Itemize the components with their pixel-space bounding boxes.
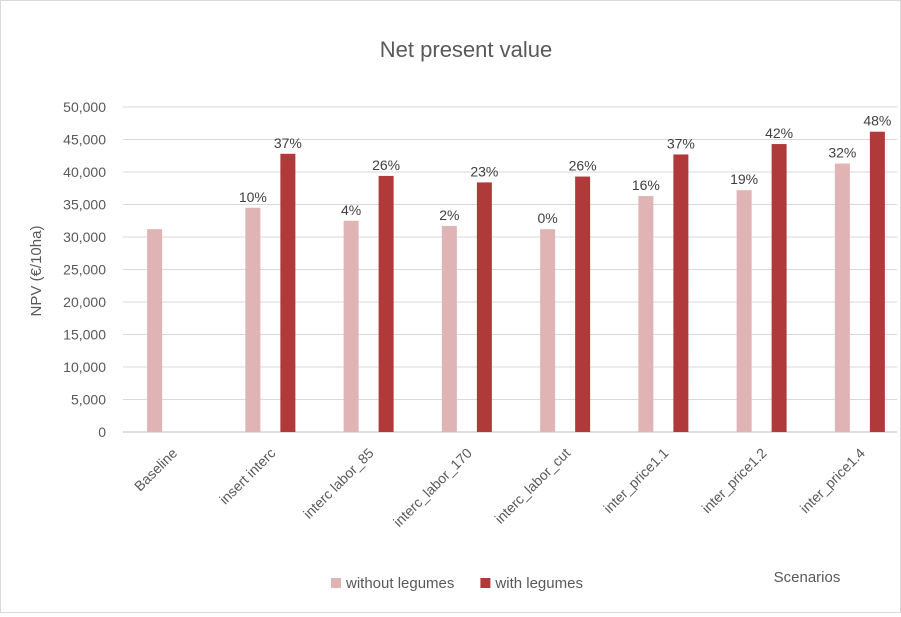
y-axis-label: NPV (€/10ha) — [28, 226, 45, 317]
bar-without-legumes — [441, 225, 457, 432]
x-tick-label: interc labor_85 — [300, 445, 377, 522]
bar-with-legumes — [869, 131, 885, 432]
x-tick-label: interc_labor_170 — [390, 445, 475, 530]
data-label: 10% — [239, 189, 267, 205]
legend: without legumes with legumes — [331, 575, 583, 592]
bar-with-legumes — [575, 176, 591, 432]
data-label: 32% — [828, 145, 856, 161]
bar-without-legumes — [540, 229, 556, 432]
bars — [147, 131, 885, 433]
data-label: 4% — [341, 202, 361, 218]
data-label: 26% — [372, 157, 400, 173]
legend-swatch — [480, 578, 491, 588]
y-tick-label: 10,000 — [63, 359, 106, 375]
data-label: 2% — [439, 207, 459, 223]
x-tick-label: inter_price1.4 — [797, 445, 868, 516]
y-tick-label: 0 — [98, 424, 106, 440]
y-tick-label: 20,000 — [63, 294, 106, 310]
x-axis-label: Scenarios — [774, 569, 841, 586]
x-tick-label: inter_price1.2 — [698, 445, 769, 516]
y-tick-label: 50,000 — [63, 99, 106, 115]
legend-swatch — [331, 578, 341, 588]
data-labels: 10% 37% 4% 26% 2% 23% 0% 26% 16% 37% 19% 42% 32% 48% — [239, 113, 892, 227]
data-label: 19% — [730, 171, 758, 187]
x-tick-label: interc_labor_cut — [491, 445, 573, 527]
y-tick-label: 30,000 — [63, 229, 106, 245]
x-tick-label: insert interc — [216, 445, 278, 507]
data-label: 48% — [863, 113, 891, 129]
data-label: 26% — [569, 158, 597, 174]
bar-with-legumes — [378, 175, 394, 432]
data-label: 37% — [274, 135, 302, 151]
y-tick-label: 25,000 — [63, 262, 106, 278]
data-label: 16% — [632, 177, 660, 193]
y-axis-ticks: 0 5,000 10,000 15,000 20,000 25,000 30,000 35,0… — [63, 99, 106, 440]
x-tick-label: Baseline — [131, 445, 180, 494]
x-tick-label: inter_price1.1 — [600, 445, 671, 516]
x-axis-ticks: Baseline insert interc interc labor_85 inte… — [131, 445, 868, 530]
data-label: 23% — [470, 163, 498, 179]
data-label: 37% — [667, 135, 695, 151]
bar-with-legumes — [280, 153, 296, 433]
legend-label: without legumes — [345, 575, 454, 592]
bar-without-legumes — [147, 229, 163, 432]
data-label: 0% — [538, 210, 558, 226]
chart-title: Net present value — [380, 37, 552, 62]
bar-with-legumes — [476, 182, 492, 432]
legend-label: with legumes — [494, 575, 583, 592]
y-tick-label: 40,000 — [63, 164, 106, 180]
bar-with-legumes — [673, 154, 689, 432]
y-tick-label: 15,000 — [63, 327, 106, 343]
bar-without-legumes — [245, 207, 261, 432]
bar-without-legumes — [638, 196, 654, 432]
bar-without-legumes — [736, 190, 752, 432]
bar-without-legumes — [834, 163, 850, 433]
bar-without-legumes — [343, 220, 359, 432]
y-tick-label: 5,000 — [71, 392, 106, 408]
data-label: 42% — [765, 125, 793, 141]
y-tick-label: 35,000 — [63, 197, 106, 213]
bar-with-legumes — [771, 144, 787, 433]
y-tick-label: 45,000 — [63, 132, 106, 148]
